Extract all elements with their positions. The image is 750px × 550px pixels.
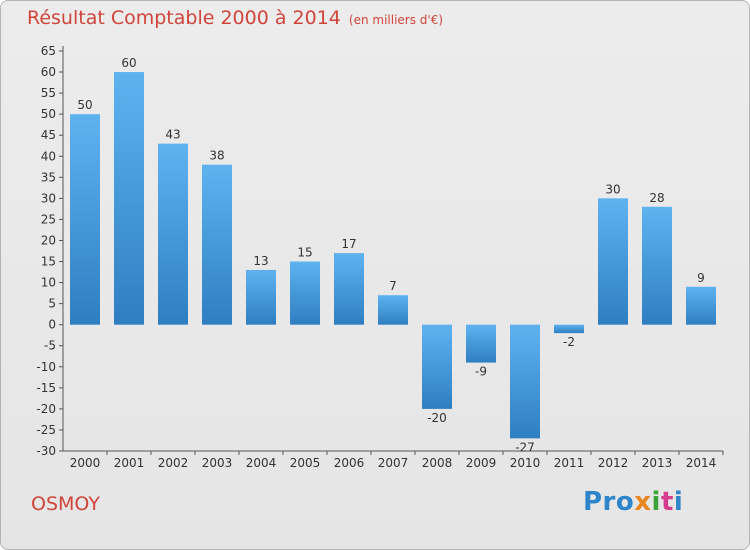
chart-axes: 65605550454035302520151050-5-10-15-20-25… bbox=[36, 44, 724, 470]
value-label: 50 bbox=[77, 98, 92, 112]
value-label: -2 bbox=[563, 335, 575, 349]
value-label: 7 bbox=[389, 279, 397, 293]
bar-2007 bbox=[378, 295, 408, 325]
y-tick-label: 25 bbox=[41, 212, 56, 226]
value-label: -27 bbox=[515, 440, 535, 454]
x-tick-label: 2007 bbox=[378, 456, 409, 470]
y-tick-label: -5 bbox=[44, 339, 56, 353]
y-tick-label: 60 bbox=[41, 65, 56, 79]
x-tick-label: 2003 bbox=[202, 456, 233, 470]
proxiti-logo: Proxiti bbox=[583, 487, 684, 517]
y-tick-label: 30 bbox=[41, 191, 56, 205]
x-tick-label: 2009 bbox=[466, 456, 497, 470]
bar-2008 bbox=[422, 324, 452, 409]
bar-2004 bbox=[246, 269, 276, 325]
x-tick-label: 2012 bbox=[598, 456, 629, 470]
bar-2002 bbox=[158, 143, 188, 325]
chart-value-labels: 50 60 43 38 13 15 17 7 -20 -9 -27 -2 30 28 9 bbox=[77, 56, 704, 454]
y-tick-label: 15 bbox=[41, 255, 56, 269]
y-tick-label: 20 bbox=[41, 233, 56, 247]
value-label: 17 bbox=[341, 237, 356, 251]
y-tick-label: -20 bbox=[36, 402, 56, 416]
x-tick-label: 2001 bbox=[114, 456, 145, 470]
y-tick-label: 65 bbox=[41, 44, 56, 58]
bar-2009 bbox=[466, 324, 496, 363]
value-label: 9 bbox=[697, 271, 705, 285]
y-tick-label: 35 bbox=[41, 170, 56, 184]
value-label: -9 bbox=[475, 365, 487, 379]
y-tick-label: 40 bbox=[41, 149, 56, 163]
bar-2010 bbox=[510, 324, 540, 439]
commune-name: OSMOY bbox=[31, 493, 100, 515]
x-tick-label: 2008 bbox=[422, 456, 453, 470]
y-tick-label: -15 bbox=[36, 381, 56, 395]
x-tick-label: 2002 bbox=[158, 456, 189, 470]
value-label: 13 bbox=[253, 254, 268, 268]
bar-2014 bbox=[686, 286, 716, 325]
value-label: 30 bbox=[605, 182, 620, 196]
x-tick-label: 2004 bbox=[246, 456, 277, 470]
value-label: 15 bbox=[297, 246, 312, 260]
bar-2000 bbox=[70, 114, 100, 325]
chart-bars bbox=[70, 72, 716, 439]
y-tick-label: -10 bbox=[36, 360, 56, 374]
chart-title-text: Résultat Comptable 2000 à 2014 bbox=[27, 7, 341, 29]
bar-2011 bbox=[554, 324, 584, 334]
x-tick-label: 2006 bbox=[334, 456, 365, 470]
y-tick-label: 10 bbox=[41, 276, 56, 290]
x-tick-label: 2005 bbox=[290, 456, 321, 470]
bar-2005 bbox=[290, 261, 320, 325]
x-tick-label: 2014 bbox=[686, 456, 717, 470]
x-tick-label: 2010 bbox=[510, 456, 541, 470]
bar-2006 bbox=[334, 253, 364, 325]
bar-2003 bbox=[202, 164, 232, 325]
bar-2013 bbox=[642, 206, 672, 325]
y-tick-label: 50 bbox=[41, 107, 56, 121]
value-label: -20 bbox=[427, 411, 447, 425]
chart-title: Résultat Comptable 2000 à 2014 (en millie… bbox=[27, 7, 443, 29]
x-tick-label: 2011 bbox=[554, 456, 585, 470]
value-label: 28 bbox=[649, 191, 664, 205]
value-label: 60 bbox=[121, 56, 136, 70]
y-tick-label: 5 bbox=[48, 297, 56, 311]
value-label: 38 bbox=[209, 149, 224, 163]
value-label: 43 bbox=[165, 128, 180, 142]
y-tick-label: 55 bbox=[41, 86, 56, 100]
y-tick-label: -25 bbox=[36, 423, 56, 437]
chart-unit: (en milliers d'€) bbox=[348, 13, 444, 27]
x-tick-label: 2013 bbox=[642, 456, 673, 470]
y-tick-label: 0 bbox=[48, 318, 56, 332]
bar-2012 bbox=[598, 198, 628, 325]
x-tick-label: 2000 bbox=[70, 456, 101, 470]
y-tick-label: 45 bbox=[41, 128, 56, 142]
bar-2001 bbox=[114, 72, 144, 325]
y-tick-label: -30 bbox=[36, 444, 56, 458]
